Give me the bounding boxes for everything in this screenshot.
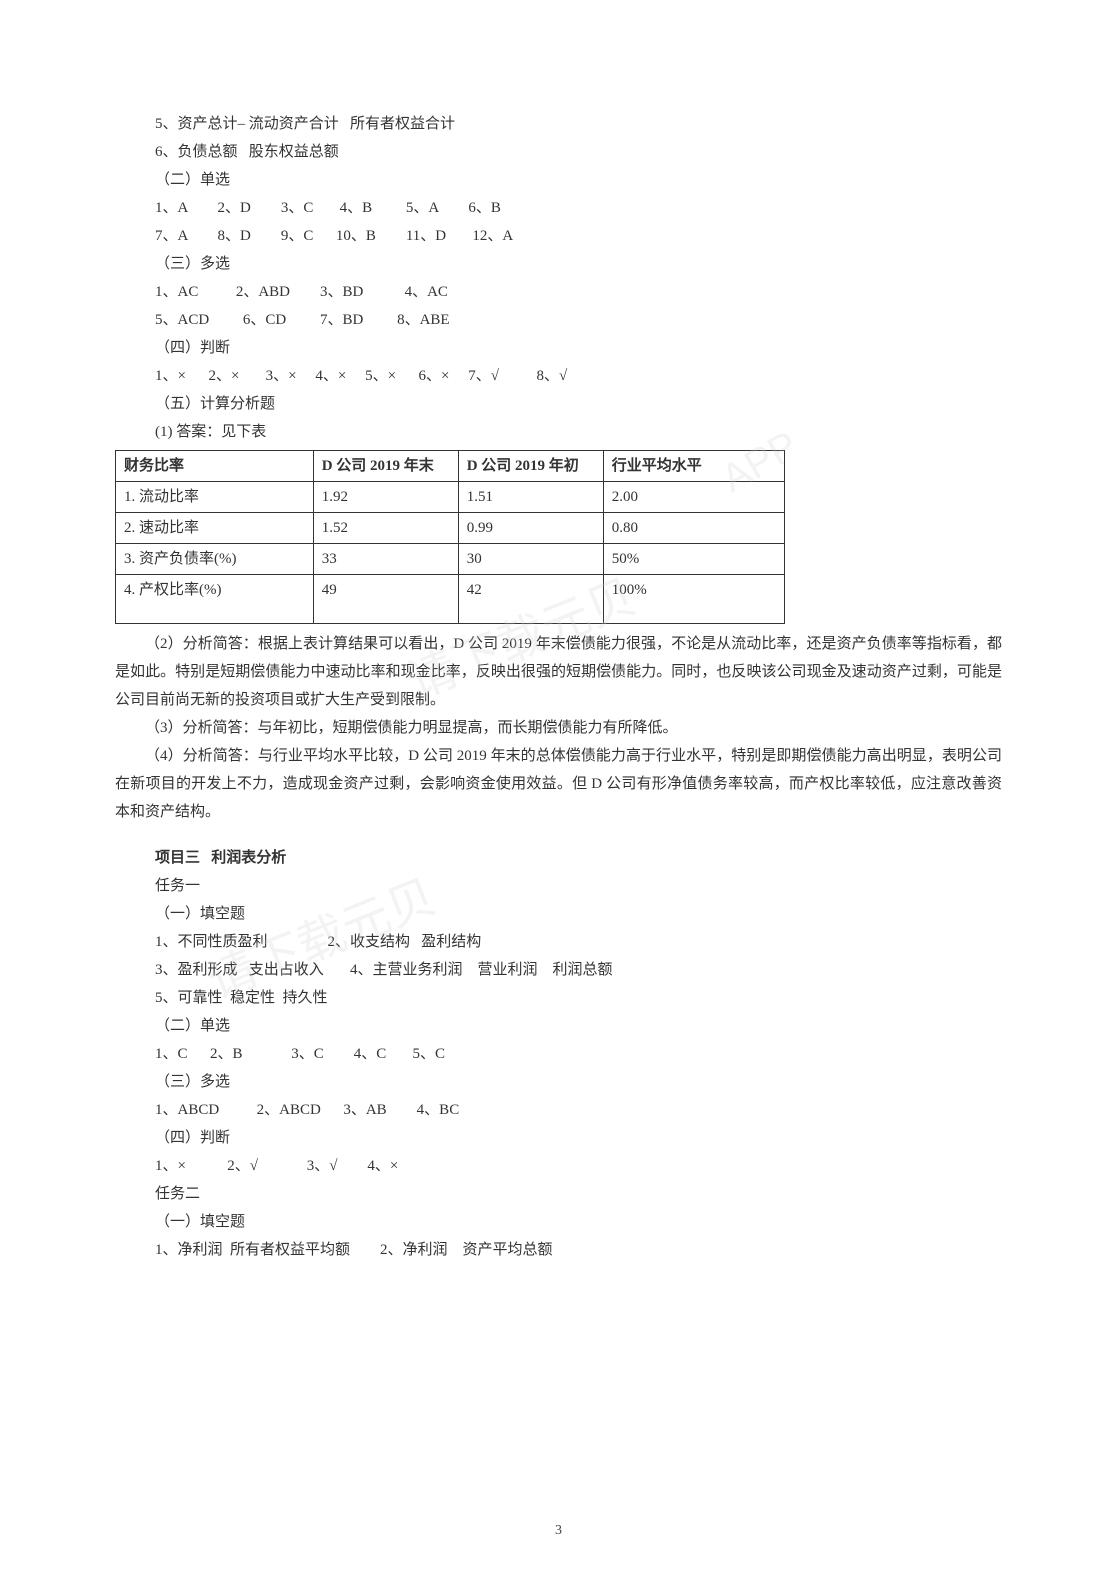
heading-minor: （二）单选 [155,1012,1002,1040]
heading-minor: （二）单选 [155,166,1002,194]
table-cell: 0.80 [603,513,784,544]
section-3-block: 项目三 利润表分析 任务一 （一）填空题 1、不同性质盈利 2、收支结构 盈利结… [155,844,1002,1264]
top-block: 5、资产总计– 流动资产合计 所有者权益合计 6、负债总额 股东权益总额 （二）… [155,110,1002,446]
text-line: 1、净利润 所有者权益平均额 2、净利润 资产平均总额 [155,1236,1002,1264]
table-cell: 100% [603,575,784,624]
text-line: 任务二 [155,1180,1002,1208]
table-row: 2. 速动比率 1.52 0.99 0.80 [116,513,785,544]
analysis-paragraph: （2）分析简答：根据上表计算结果可以看出，D 公司 2019 年末偿债能力很强，… [115,630,1002,714]
heading-minor: （五）计算分析题 [155,390,1002,418]
table-row: 3. 资产负债率(%) 33 30 50% [116,544,785,575]
analysis-paragraph: （3）分析简答：与年初比，短期偿债能力明显提高，而长期偿债能力有所降低。 [115,714,1002,742]
table-cell: 0.99 [458,513,603,544]
text-line: 5、资产总计– 流动资产合计 所有者权益合计 [155,110,1002,138]
table-header: D 公司 2019 年末 [313,451,458,482]
section-title: 项目三 利润表分析 [155,844,1002,872]
text-line: 1、C 2、B 3、C 4、C 5、C [155,1040,1002,1068]
text-line: 3、盈利形成 支出占收入 4、主营业务利润 营业利润 利润总额 [155,956,1002,984]
text-line: 任务一 [155,872,1002,900]
table-cell: 2.00 [603,482,784,513]
document-page: 请下载元贝 请下载元贝 APP 5、资产总计– 流动资产合计 所有者权益合计 6… [0,0,1117,1314]
table-cell: 3. 资产负债率(%) [116,544,314,575]
text-line: 1、ABCD 2、ABCD 3、AB 4、BC [155,1096,1002,1124]
text-line: 5、ACD 6、CD 7、BD 8、ABE [155,306,1002,334]
text-line: 7、A 8、D 9、C 10、B 11、D 12、A [155,222,1002,250]
table-header: D 公司 2019 年初 [458,451,603,482]
table-cell: 42 [458,575,603,624]
table-cell: 1.52 [313,513,458,544]
table-cell: 50% [603,544,784,575]
table-row: 1. 流动比率 1.92 1.51 2.00 [116,482,785,513]
text-line: 1、不同性质盈利 2、收支结构 盈利结构 [155,928,1002,956]
analysis-paragraph: （4）分析简答：与行业平均水平比较，D 公司 2019 年末的总体偿债能力高于行… [115,742,1002,826]
heading-minor: （一）填空题 [155,1208,1002,1236]
text-line: 1、× 2、× 3、× 4、× 5、× 6、× 7、√ 8、√ [155,362,1002,390]
table-cell: 1.92 [313,482,458,513]
heading-minor: （四）判断 [155,1124,1002,1152]
text-line: 1、× 2、√ 3、√ 4、× [155,1152,1002,1180]
table-cell: 1.51 [458,482,603,513]
text-line: (1) 答案：见下表 [155,418,1002,446]
table-cell: 1. 流动比率 [116,482,314,513]
text-line: 1、AC 2、ABD 3、BD 4、AC [155,278,1002,306]
table-row: 4. 产权比率(%) 49 42 100% [116,575,785,624]
table-cell: 30 [458,544,603,575]
table-header: 财务比率 [116,451,314,482]
table-header-row: 财务比率 D 公司 2019 年末 D 公司 2019 年初 行业平均水平 [116,451,785,482]
ratio-table: 财务比率 D 公司 2019 年末 D 公司 2019 年初 行业平均水平 1.… [115,450,785,624]
table-cell: 33 [313,544,458,575]
heading-minor: （三）多选 [155,1068,1002,1096]
heading-minor: （三）多选 [155,250,1002,278]
table-cell: 49 [313,575,458,624]
heading-minor: （一）填空题 [155,900,1002,928]
text-line: 5、可靠性 稳定性 持久性 [155,984,1002,1012]
heading-minor: （四）判断 [155,334,1002,362]
table-cell: 2. 速动比率 [116,513,314,544]
text-line: 6、负债总额 股东权益总额 [155,138,1002,166]
table-header: 行业平均水平 [603,451,784,482]
text-line: 1、A 2、D 3、C 4、B 5、A 6、B [155,194,1002,222]
table-cell: 4. 产权比率(%) [116,575,314,624]
page-number: 3 [0,1523,1117,1539]
